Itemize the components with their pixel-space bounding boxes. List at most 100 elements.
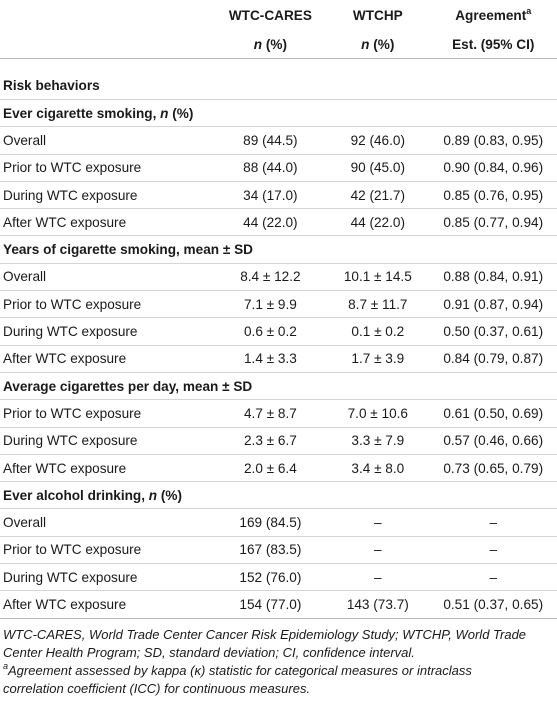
subheader-pct: (%) <box>262 36 287 52</box>
cell-agreement: 0.89 (0.83, 0.95) <box>443 132 544 148</box>
cell-wtc-cares: 34 (17.0) <box>243 187 298 203</box>
section-title-ever-smoking: Ever cigarette smoking, n (%) <box>0 100 557 127</box>
table-row: Prior to WTC exposure 7.1 ± 9.9 8.7 ± 11… <box>0 290 557 318</box>
cell-wtc-cares: 4.7 ± 8.7 <box>243 405 297 421</box>
cell-agreement: 0.50 (0.37, 0.61) <box>443 324 544 340</box>
risk-behaviors-label: Risk behaviors <box>3 78 100 93</box>
table-row: During WTC exposure 152 (76.0) – – <box>0 563 557 591</box>
subheader-n: n <box>361 36 370 52</box>
cell-wtchp: – <box>374 542 382 558</box>
header-agreement-text: Agreement <box>455 7 527 23</box>
table-row: After WTC exposure 2.0 ± 6.4 3.4 ± 8.0 0… <box>0 454 557 481</box>
cell-agreement: – <box>489 515 498 531</box>
header-wtchp: WTCHP <box>352 7 403 23</box>
cell-wtchp: 90 (45.0) <box>350 160 405 176</box>
cell-wtchp: 7.0 ± 10.6 <box>347 405 408 421</box>
cell-wtc-cares: 88 (44.0) <box>243 160 298 176</box>
subheader-agreement: Est. (95% CI) <box>452 36 535 52</box>
header-row: WTC-CARES WTCHP Agreementa <box>0 0 557 30</box>
footnote-note-sup: a <box>3 660 9 671</box>
cell-wtc-cares: 7.1 ± 9.9 <box>243 296 297 312</box>
subheader-wtchp: n (%) <box>326 30 429 59</box>
section-title-tail: (%) <box>168 105 194 121</box>
cell-wtc-cares: 0.6 ± 0.2 <box>243 324 297 340</box>
table-row: Prior to WTC exposure 167 (83.5) – – <box>0 536 557 563</box>
cell-agreement: 0.61 (0.50, 0.69) <box>443 405 544 421</box>
cell-wtchp: 1.7 ± 3.9 <box>351 351 405 367</box>
cell-wtchp: 42 (21.7) <box>350 187 405 203</box>
row-label: During WTC exposure <box>3 569 138 585</box>
section-header: Ever cigarette smoking, n (%) <box>0 99 557 127</box>
section-title-avg-cigs: Average cigarettes per day, mean ± SD <box>3 378 253 394</box>
cell-wtc-cares: 8.4 ± 12.2 <box>240 269 301 285</box>
cell-wtc-cares: 154 (77.0) <box>214 590 327 619</box>
section-header: Average cigarettes per day, mean ± SD <box>0 372 557 399</box>
footnote-note: aAgreement assessed by kappa (κ) statist… <box>3 660 557 680</box>
table-row: Overall 8.4 ± 12.2 10.1 ± 14.5 0.88 (0.8… <box>0 263 557 290</box>
section-title-alcohol: Ever alcohol drinking, n (%) <box>0 482 557 509</box>
cell-agreement: – <box>489 569 498 585</box>
cell-wtchp: 8.7 ± 11.7 <box>348 296 408 312</box>
table-row: During WTC exposure 34 (17.0) 42 (21.7) … <box>0 181 557 208</box>
row-label: Overall <box>3 269 47 285</box>
cell-wtchp: 10.1 ± 14.5 <box>343 269 412 285</box>
table-row: During WTC exposure 2.3 ± 6.7 3.3 ± 7.9 … <box>0 427 557 454</box>
section-title-years-smoking: Years of cigarette smoking, mean ± SD <box>3 242 253 258</box>
header-wtc-cares: WTC-CARES <box>228 7 312 23</box>
cell-wtc-cares: 169 (84.5) <box>239 515 302 531</box>
cell-wtc-cares: 2.0 ± 6.4 <box>243 460 297 476</box>
section-title-text: Ever alcohol drinking, <box>3 487 149 503</box>
cell-wtc-cares: 44 (22.0) <box>243 214 298 230</box>
row-label: After WTC exposure <box>3 351 127 367</box>
cell-agreement: 0.84 (0.79, 0.87) <box>443 351 544 367</box>
row-label: After WTC exposure <box>3 460 127 476</box>
cell-agreement: 0.57 (0.46, 0.66) <box>443 433 544 449</box>
row-label: Overall <box>3 515 47 531</box>
footnote-note-line1: Agreement assessed by kappa (κ) statisti… <box>8 662 472 678</box>
cell-wtc-cares: 167 (83.5) <box>239 542 302 558</box>
header-agreement: Agreementa <box>429 0 557 30</box>
row-label: Overall <box>3 132 47 148</box>
row-label: Prior to WTC exposure <box>3 405 142 421</box>
row-label: During WTC exposure <box>3 187 138 203</box>
cell-agreement: – <box>489 542 498 558</box>
cell-wtchp: 143 (73.7) <box>326 590 430 619</box>
row-label: Prior to WTC exposure <box>3 160 142 176</box>
row-label: Prior to WTC exposure <box>3 296 142 312</box>
cell-agreement: 0.73 (0.65, 0.79) <box>443 460 544 476</box>
risk-behaviors-row: Risk behaviors <box>0 59 557 100</box>
data-table: WTC-CARES WTCHP Agreementa n (%) n (%) E… <box>0 0 557 619</box>
footnote-abbrev-line1: WTC-CARES, World Trade Center Cancer Ris… <box>3 626 527 642</box>
cell-agreement: 0.85 (0.76, 0.95) <box>443 187 544 203</box>
section-title-n: n <box>160 105 169 121</box>
table-row: After WTC exposure 154 (77.0) 143 (73.7)… <box>0 590 557 619</box>
table-row: Overall 169 (84.5) – – <box>0 508 557 536</box>
table-row: During WTC exposure 0.6 ± 0.2 0.1 ± 0.2 … <box>0 317 557 345</box>
row-label: During WTC exposure <box>3 433 138 449</box>
subheader-pct: (%) <box>369 36 395 52</box>
cell-agreement: 0.91 (0.87, 0.94) <box>443 296 544 312</box>
cell-agreement: 0.51 (0.37, 0.65) <box>429 590 557 619</box>
subheader-row: n (%) n (%) Est. (95% CI) <box>0 30 557 59</box>
footnote-abbrev-line2: Center Health Program; SD, standard devi… <box>3 644 415 660</box>
footnote-note-line2: correlation coefficient (ICC) for contin… <box>3 680 311 696</box>
cell-wtchp: 44 (22.0) <box>350 214 405 230</box>
row-label: Prior to WTC exposure <box>3 542 142 558</box>
row-label: After WTC exposure <box>3 214 127 230</box>
table-row: After WTC exposure 44 (22.0) 44 (22.0) 0… <box>0 208 557 236</box>
row-label: During WTC exposure <box>3 324 138 340</box>
subheader-blank <box>0 30 215 59</box>
cell-wtc-cares: 152 (76.0) <box>239 569 302 585</box>
header-blank <box>0 0 215 30</box>
cell-wtchp: 0.1 ± 0.2 <box>351 324 405 340</box>
cell-wtchp: 92 (46.0) <box>350 132 405 148</box>
section-header: Years of cigarette smoking, mean ± SD <box>0 235 557 263</box>
table-row: Prior to WTC exposure 88 (44.0) 90 (45.0… <box>0 154 557 181</box>
cell-wtc-cares: 1.4 ± 3.3 <box>243 351 297 367</box>
cell-agreement: 0.88 (0.84, 0.91) <box>443 269 544 285</box>
section-title-text: Ever cigarette smoking, <box>3 105 161 121</box>
section-title-tail: (%) <box>157 487 183 503</box>
cell-wtc-cares: 2.3 ± 6.7 <box>243 433 297 449</box>
subheader-n: n <box>253 36 263 52</box>
header-agreement-sup: a <box>526 5 532 16</box>
